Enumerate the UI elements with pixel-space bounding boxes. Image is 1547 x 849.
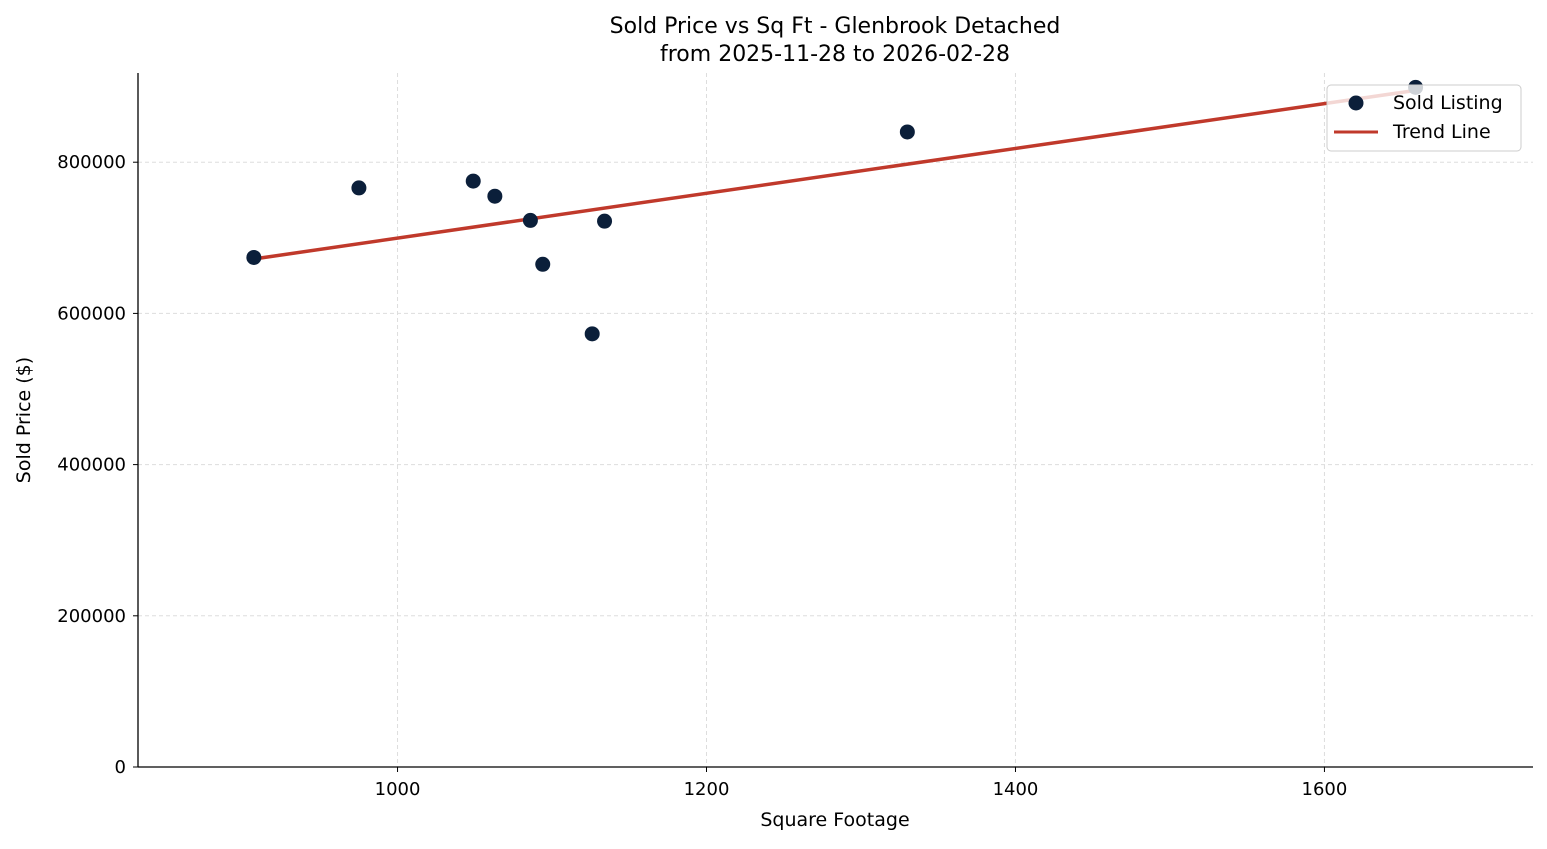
legend-label-sold-listing: Sold Listing (1393, 92, 1503, 114)
y-tick-label: 400000 (57, 455, 126, 476)
x-tick-label: 1400 (993, 779, 1039, 800)
grid (138, 73, 1533, 767)
x-tick-label: 1200 (684, 779, 730, 800)
data-point (522, 212, 538, 228)
y-tick-label: 600000 (57, 303, 126, 324)
y-axis-label: Sold Price ($) (13, 357, 35, 483)
x-tick-label: 1000 (375, 779, 421, 800)
y-tick-label: 200000 (57, 606, 126, 627)
legend: Sold Listing Trend Line (1326, 84, 1522, 152)
data-point (584, 326, 600, 342)
x-tick-label: 1600 (1302, 779, 1348, 800)
points-layer (246, 79, 1424, 342)
legend-label-trend-line: Trend Line (1392, 121, 1491, 143)
legend-marker-sold-listing (1348, 95, 1364, 111)
y-tick-label: 800000 (57, 152, 126, 173)
data-point (597, 213, 613, 229)
data-point (465, 173, 481, 189)
data-point (351, 180, 367, 196)
y-tick-label: 0 (115, 757, 126, 778)
chart-title: Sold Price vs Sq Ft - Glenbrook Detached (610, 14, 1061, 39)
x-axis-label: Square Footage (760, 809, 909, 831)
data-point (246, 249, 262, 265)
axis-ticks: 1000 1200 1400 1600 0 200000 400000 600000 80000… (57, 152, 1347, 800)
legend-box (1326, 84, 1522, 152)
data-point (487, 188, 503, 204)
data-point (899, 124, 915, 140)
trend-line-layer (253, 88, 1416, 261)
chart-subtitle: from 2025-11-28 to 2026-02-28 (660, 42, 1010, 67)
trend-line (253, 88, 1416, 261)
data-point (535, 256, 551, 272)
